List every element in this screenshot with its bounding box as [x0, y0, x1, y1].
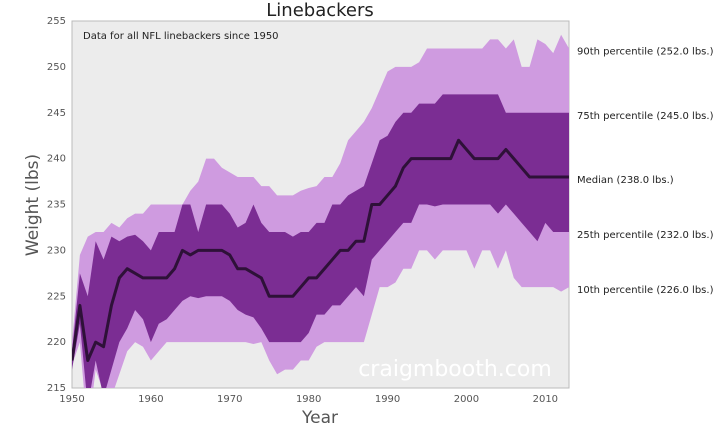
y-tick-label: 255 [47, 16, 66, 27]
x-tick-label: 2010 [533, 394, 558, 405]
watermark: craigmbooth.com [358, 357, 552, 382]
y-tick-label: 250 [47, 62, 66, 73]
y-axis-label: Weight (lbs) [23, 154, 43, 256]
y-tick-label: 215 [47, 383, 66, 394]
percentile-band [72, 94, 569, 388]
chart-title: Linebackers [266, 0, 374, 21]
annotation: Data for all NFL linebackers since 1950 [83, 31, 279, 42]
x-axis-label: Year [301, 408, 338, 428]
y-tick-label: 220 [47, 337, 66, 348]
x-tick-label: 1970 [217, 394, 242, 405]
series-label: Median (238.0 lbs.) [577, 175, 674, 186]
series-label: 25th percentile (232.0 lbs.) [577, 230, 714, 241]
series-label: 75th percentile (245.0 lbs.) [577, 111, 714, 122]
y-tick-label: 230 [47, 245, 66, 256]
y-tick-label: 240 [47, 154, 66, 165]
plot [72, 34, 569, 388]
median-line [72, 138, 569, 362]
x-tick-label: 2000 [454, 394, 479, 405]
x-tick-label: 1980 [296, 394, 321, 405]
series-label: 90th percentile (252.0 lbs.) [577, 47, 714, 58]
y-tick-label: 245 [47, 108, 66, 119]
series-label: 10th percentile (226.0 lbs.) [577, 285, 714, 296]
y-tick-label: 225 [47, 291, 66, 302]
y-tick-label: 235 [47, 200, 66, 211]
x-tick-label: 1950 [59, 394, 84, 405]
x-tick-label: 1990 [375, 394, 400, 405]
x-tick-label: 1960 [138, 394, 163, 405]
